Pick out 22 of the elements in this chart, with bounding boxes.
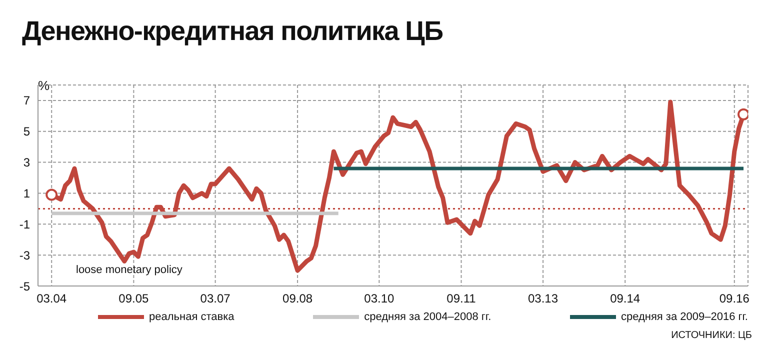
x-tick-label: 09.14 [610, 292, 640, 306]
y-tick-label: -1 [19, 217, 30, 232]
y-tick-label: 7 [23, 94, 30, 108]
x-tick-label: 09.16 [719, 292, 750, 306]
legend-label: реальная ставка [149, 311, 234, 323]
legend-label: средняя за 2009–2016 гг. [620, 311, 748, 323]
x-tick-label: 09.08 [282, 292, 313, 306]
chart-title: Денежно-кредитная политика ЦБ [22, 16, 443, 47]
text: ИСТОЧНИКИ: ЦБ [671, 330, 752, 341]
y-tick-label: 3 [23, 156, 30, 170]
y-tick-label: -3 [19, 248, 30, 262]
legend-label: средняя за 2004–2008 гг. [364, 311, 492, 323]
annotation: loose monetary policy [76, 264, 182, 276]
x-tick-label: 03.07 [200, 292, 231, 306]
x-tick-label: 03.13 [528, 292, 558, 306]
x-tick-label: 03.10 [364, 292, 395, 306]
x-tick-label: 03.04 [36, 292, 67, 306]
x-tick-label: 09.05 [118, 292, 150, 306]
y-tick-label: 1 [23, 186, 30, 200]
y-tick-label: -5 [19, 279, 30, 294]
x-tick-label: 09.11 [446, 292, 476, 306]
y-tick-label: 5 [23, 124, 30, 139]
